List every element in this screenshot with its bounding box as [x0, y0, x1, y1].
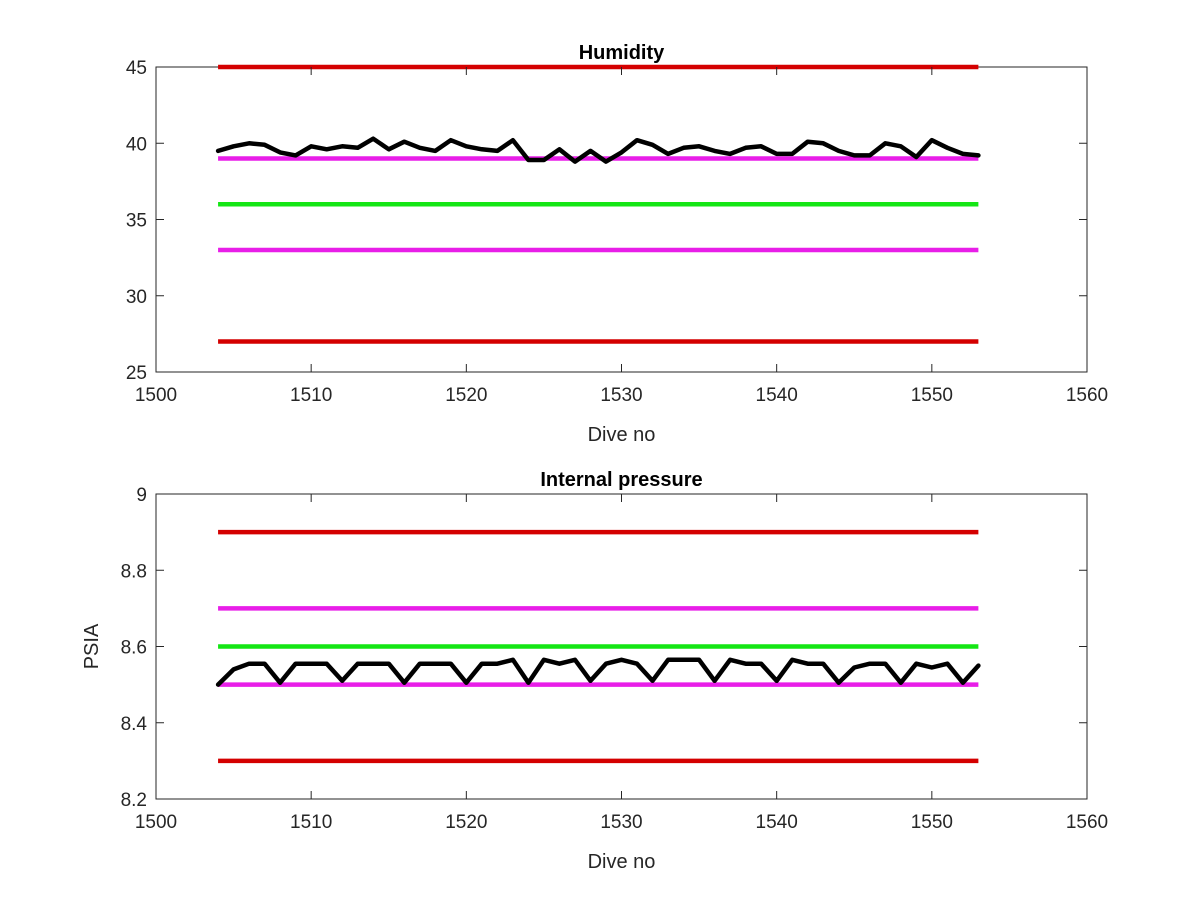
humidity-y-tick-label: 45 — [126, 58, 147, 79]
humidity-x-axis-label: Dive no — [588, 424, 656, 446]
humidity-series-line — [215, 136, 981, 164]
humidity-y-tick-label: 30 — [126, 287, 147, 308]
humidity-x-tick-label: 1530 — [600, 385, 642, 406]
internal-pressure-y-tick-label: 8.2 — [121, 790, 147, 811]
internal-pressure-x-tick-label: 1520 — [445, 812, 487, 833]
internal-pressure-y-tick-label: 8.4 — [121, 714, 148, 735]
internal-pressure-plot: 1500 1510 1520 1530 1540 1550 1560 8.2 8.4 8.6 8.8… — [81, 469, 1108, 873]
humidity-axes-frame — [155, 66, 1088, 373]
humidity-plot: 1500 1510 1520 1530 1540 1550 1560 25 30 35 40 45 Hu… — [126, 42, 1108, 446]
humidity-chart-title: Humidity — [579, 42, 665, 64]
internal-pressure-chart-title: Internal pressure — [540, 469, 702, 491]
humidity-x-tick-label: 1510 — [290, 385, 332, 406]
humidity-x-tick-label: 1520 — [445, 385, 487, 406]
internal-pressure-x-tick-label: 1560 — [1066, 812, 1108, 833]
internal-pressure-x-tick-label: 1500 — [135, 812, 177, 833]
internal-pressure-x-axis-label: Dive no — [588, 851, 656, 873]
internal-pressure-x-tick-label: 1540 — [756, 812, 798, 833]
internal-pressure-series-line — [215, 657, 981, 687]
humidity-y-tick-label: 35 — [126, 211, 147, 232]
internal-pressure-x-tick-label: 1510 — [290, 812, 332, 833]
internal-pressure-y-tick-label: 9 — [136, 485, 147, 506]
humidity-y-tick-label: 40 — [126, 134, 147, 155]
internal-pressure-x-tick-label: 1530 — [600, 812, 642, 833]
internal-pressure-y-tick-label: 8.8 — [121, 561, 147, 582]
internal-pressure-y-axis-label: PSIA — [81, 623, 103, 669]
humidity-x-tick-label: 1500 — [135, 385, 177, 406]
internal-pressure-y-tick-label: 8.6 — [121, 638, 147, 659]
humidity-x-tick-label: 1540 — [756, 385, 798, 406]
humidity-x-tick-label: 1550 — [911, 385, 953, 406]
internal-pressure-x-tick-label: 1550 — [911, 812, 953, 833]
humidity-x-tick-label: 1560 — [1066, 385, 1108, 406]
humidity-y-tick-label: 25 — [126, 363, 147, 384]
